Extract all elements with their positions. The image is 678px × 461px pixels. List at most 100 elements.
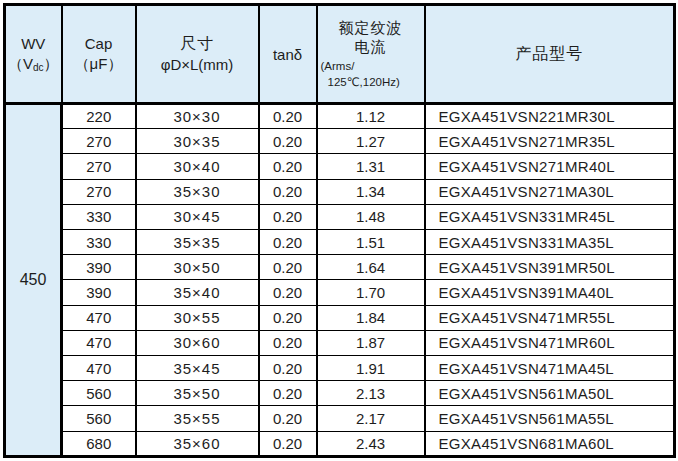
cap-header-title: Cap	[63, 34, 135, 54]
model-cell: EGXA451VSN221MR30L	[425, 104, 675, 129]
tan-delta-cell: 0.20	[259, 406, 317, 431]
table-row: 45022030×300.201.12EGXA451VSN221MR30L	[5, 104, 675, 129]
col-header-cap: Cap （μF）	[62, 5, 136, 104]
col-header-ripple-current: 额定纹波 电流 (Arms/ 125℃,120Hz)	[317, 5, 425, 104]
ripple-cell: 2.43	[317, 431, 425, 456]
ripple-cell: 1.48	[317, 204, 425, 229]
cap-cell: 330	[62, 230, 136, 255]
table-row: 47030×550.201.84EGXA451VSN471MR55L	[5, 305, 675, 330]
cap-cell: 390	[62, 255, 136, 280]
model-cell: EGXA451VSN391MR50L	[425, 255, 675, 280]
size-cell: 30×35	[136, 129, 259, 154]
tan-delta-cell: 0.20	[259, 255, 317, 280]
size-cell: 30×50	[136, 255, 259, 280]
ripple-cell: 1.27	[317, 129, 425, 154]
table-row: 68035×600.202.43EGXA451VSN681MA60L	[5, 431, 675, 456]
table-row: 47030×600.201.87EGXA451VSN471MR60L	[5, 330, 675, 355]
ripple-cell: 1.12	[317, 104, 425, 129]
model-header-title: 产品型号	[426, 43, 674, 65]
ripple-cell: 2.13	[317, 381, 425, 406]
table-row: 39030×500.201.64EGXA451VSN391MR50L	[5, 255, 675, 280]
col-header-model: 产品型号	[425, 5, 675, 104]
model-cell: EGXA451VSN471MA45L	[425, 356, 675, 381]
ripple-cell: 1.91	[317, 356, 425, 381]
wv-header-title: WV	[6, 34, 61, 54]
size-cell: 30×30	[136, 104, 259, 129]
ripple-header-unit: (Arms/ 125℃,120Hz)	[318, 59, 424, 90]
table-row: 56035×550.202.17EGXA451VSN561MA55L	[5, 406, 675, 431]
ripple-cell: 1.34	[317, 179, 425, 204]
cap-cell: 560	[62, 406, 136, 431]
size-cell: 30×40	[136, 154, 259, 179]
size-cell: 35×45	[136, 356, 259, 381]
model-cell: EGXA451VSN271MR35L	[425, 129, 675, 154]
header-row: WV （Vdc） Cap （μF） 尺寸 φD×L(mm) tanδ	[5, 5, 675, 104]
model-cell: EGXA451VSN561MA50L	[425, 381, 675, 406]
col-header-tan-delta: tanδ	[259, 5, 317, 104]
tan-delta-cell: 0.20	[259, 356, 317, 381]
cap-cell: 680	[62, 431, 136, 456]
ripple-cell: 1.84	[317, 305, 425, 330]
cap-cell: 560	[62, 381, 136, 406]
model-cell: EGXA451VSN391MA40L	[425, 280, 675, 305]
table-row: 47035×450.201.91EGXA451VSN471MA45L	[5, 356, 675, 381]
cap-cell: 330	[62, 204, 136, 229]
size-cell: 35×30	[136, 179, 259, 204]
tan-delta-cell: 0.20	[259, 330, 317, 355]
model-cell: EGXA451VSN471MR60L	[425, 330, 675, 355]
size-header-unit: φD×L(mm)	[137, 55, 258, 75]
tan-delta-cell: 0.20	[259, 129, 317, 154]
table-row: 56035×500.202.13EGXA451VSN561MA50L	[5, 381, 675, 406]
model-cell: EGXA451VSN681MA60L	[425, 431, 675, 456]
cap-cell: 470	[62, 330, 136, 355]
model-cell: EGXA451VSN471MR55L	[425, 305, 675, 330]
col-header-wv: WV （Vdc）	[5, 5, 62, 104]
size-cell: 35×40	[136, 280, 259, 305]
table-row: 33030×450.201.48EGXA451VSN331MR45L	[5, 204, 675, 229]
cap-cell: 470	[62, 305, 136, 330]
wv-value-cell: 450	[5, 104, 62, 457]
tan-delta-cell: 0.20	[259, 230, 317, 255]
table-row: 27030×350.201.27EGXA451VSN271MR35L	[5, 129, 675, 154]
size-header-title: 尺寸	[137, 33, 258, 55]
ripple-cell: 1.31	[317, 154, 425, 179]
size-cell: 30×55	[136, 305, 259, 330]
ripple-cell: 2.17	[317, 406, 425, 431]
cap-cell: 270	[62, 179, 136, 204]
cap-cell: 270	[62, 129, 136, 154]
table-row: 39035×400.201.70EGXA451VSN391MA40L	[5, 280, 675, 305]
tan-delta-cell: 0.20	[259, 305, 317, 330]
ripple-cell: 1.70	[317, 280, 425, 305]
table-row: 27030×400.201.31EGXA451VSN271MR40L	[5, 154, 675, 179]
wv-header-unit: （Vdc）	[6, 54, 61, 75]
model-cell: EGXA451VSN331MR45L	[425, 204, 675, 229]
tan-delta-header-title: tanδ	[260, 46, 316, 63]
size-cell: 30×45	[136, 204, 259, 229]
tan-delta-cell: 0.20	[259, 431, 317, 456]
ripple-header-title: 额定纹波 电流	[318, 18, 424, 57]
model-cell: EGXA451VSN331MA35L	[425, 230, 675, 255]
size-cell: 35×60	[136, 431, 259, 456]
ripple-cell: 1.51	[317, 230, 425, 255]
datasheet-page: WV （Vdc） Cap （μF） 尺寸 φD×L(mm) tanδ	[0, 0, 678, 461]
ripple-cell: 1.64	[317, 255, 425, 280]
table-row: 27035×300.201.34EGXA451VSN271MA30L	[5, 179, 675, 204]
tan-delta-cell: 0.20	[259, 280, 317, 305]
cap-cell: 270	[62, 154, 136, 179]
size-cell: 35×55	[136, 406, 259, 431]
ripple-cell: 1.87	[317, 330, 425, 355]
size-cell: 30×60	[136, 330, 259, 355]
col-header-size: 尺寸 φD×L(mm)	[136, 5, 259, 104]
model-cell: EGXA451VSN561MA55L	[425, 406, 675, 431]
tan-delta-cell: 0.20	[259, 204, 317, 229]
table-body: 45022030×300.201.12EGXA451VSN221MR30L270…	[5, 104, 675, 457]
tan-delta-cell: 0.20	[259, 104, 317, 129]
cap-header-unit: （μF）	[63, 54, 135, 74]
capacitor-spec-table: WV （Vdc） Cap （μF） 尺寸 φD×L(mm) tanδ	[3, 3, 676, 458]
size-cell: 35×50	[136, 381, 259, 406]
cap-cell: 220	[62, 104, 136, 129]
cap-cell: 390	[62, 280, 136, 305]
table-row: 33035×350.201.51EGXA451VSN331MA35L	[5, 230, 675, 255]
tan-delta-cell: 0.20	[259, 179, 317, 204]
model-cell: EGXA451VSN271MA30L	[425, 179, 675, 204]
